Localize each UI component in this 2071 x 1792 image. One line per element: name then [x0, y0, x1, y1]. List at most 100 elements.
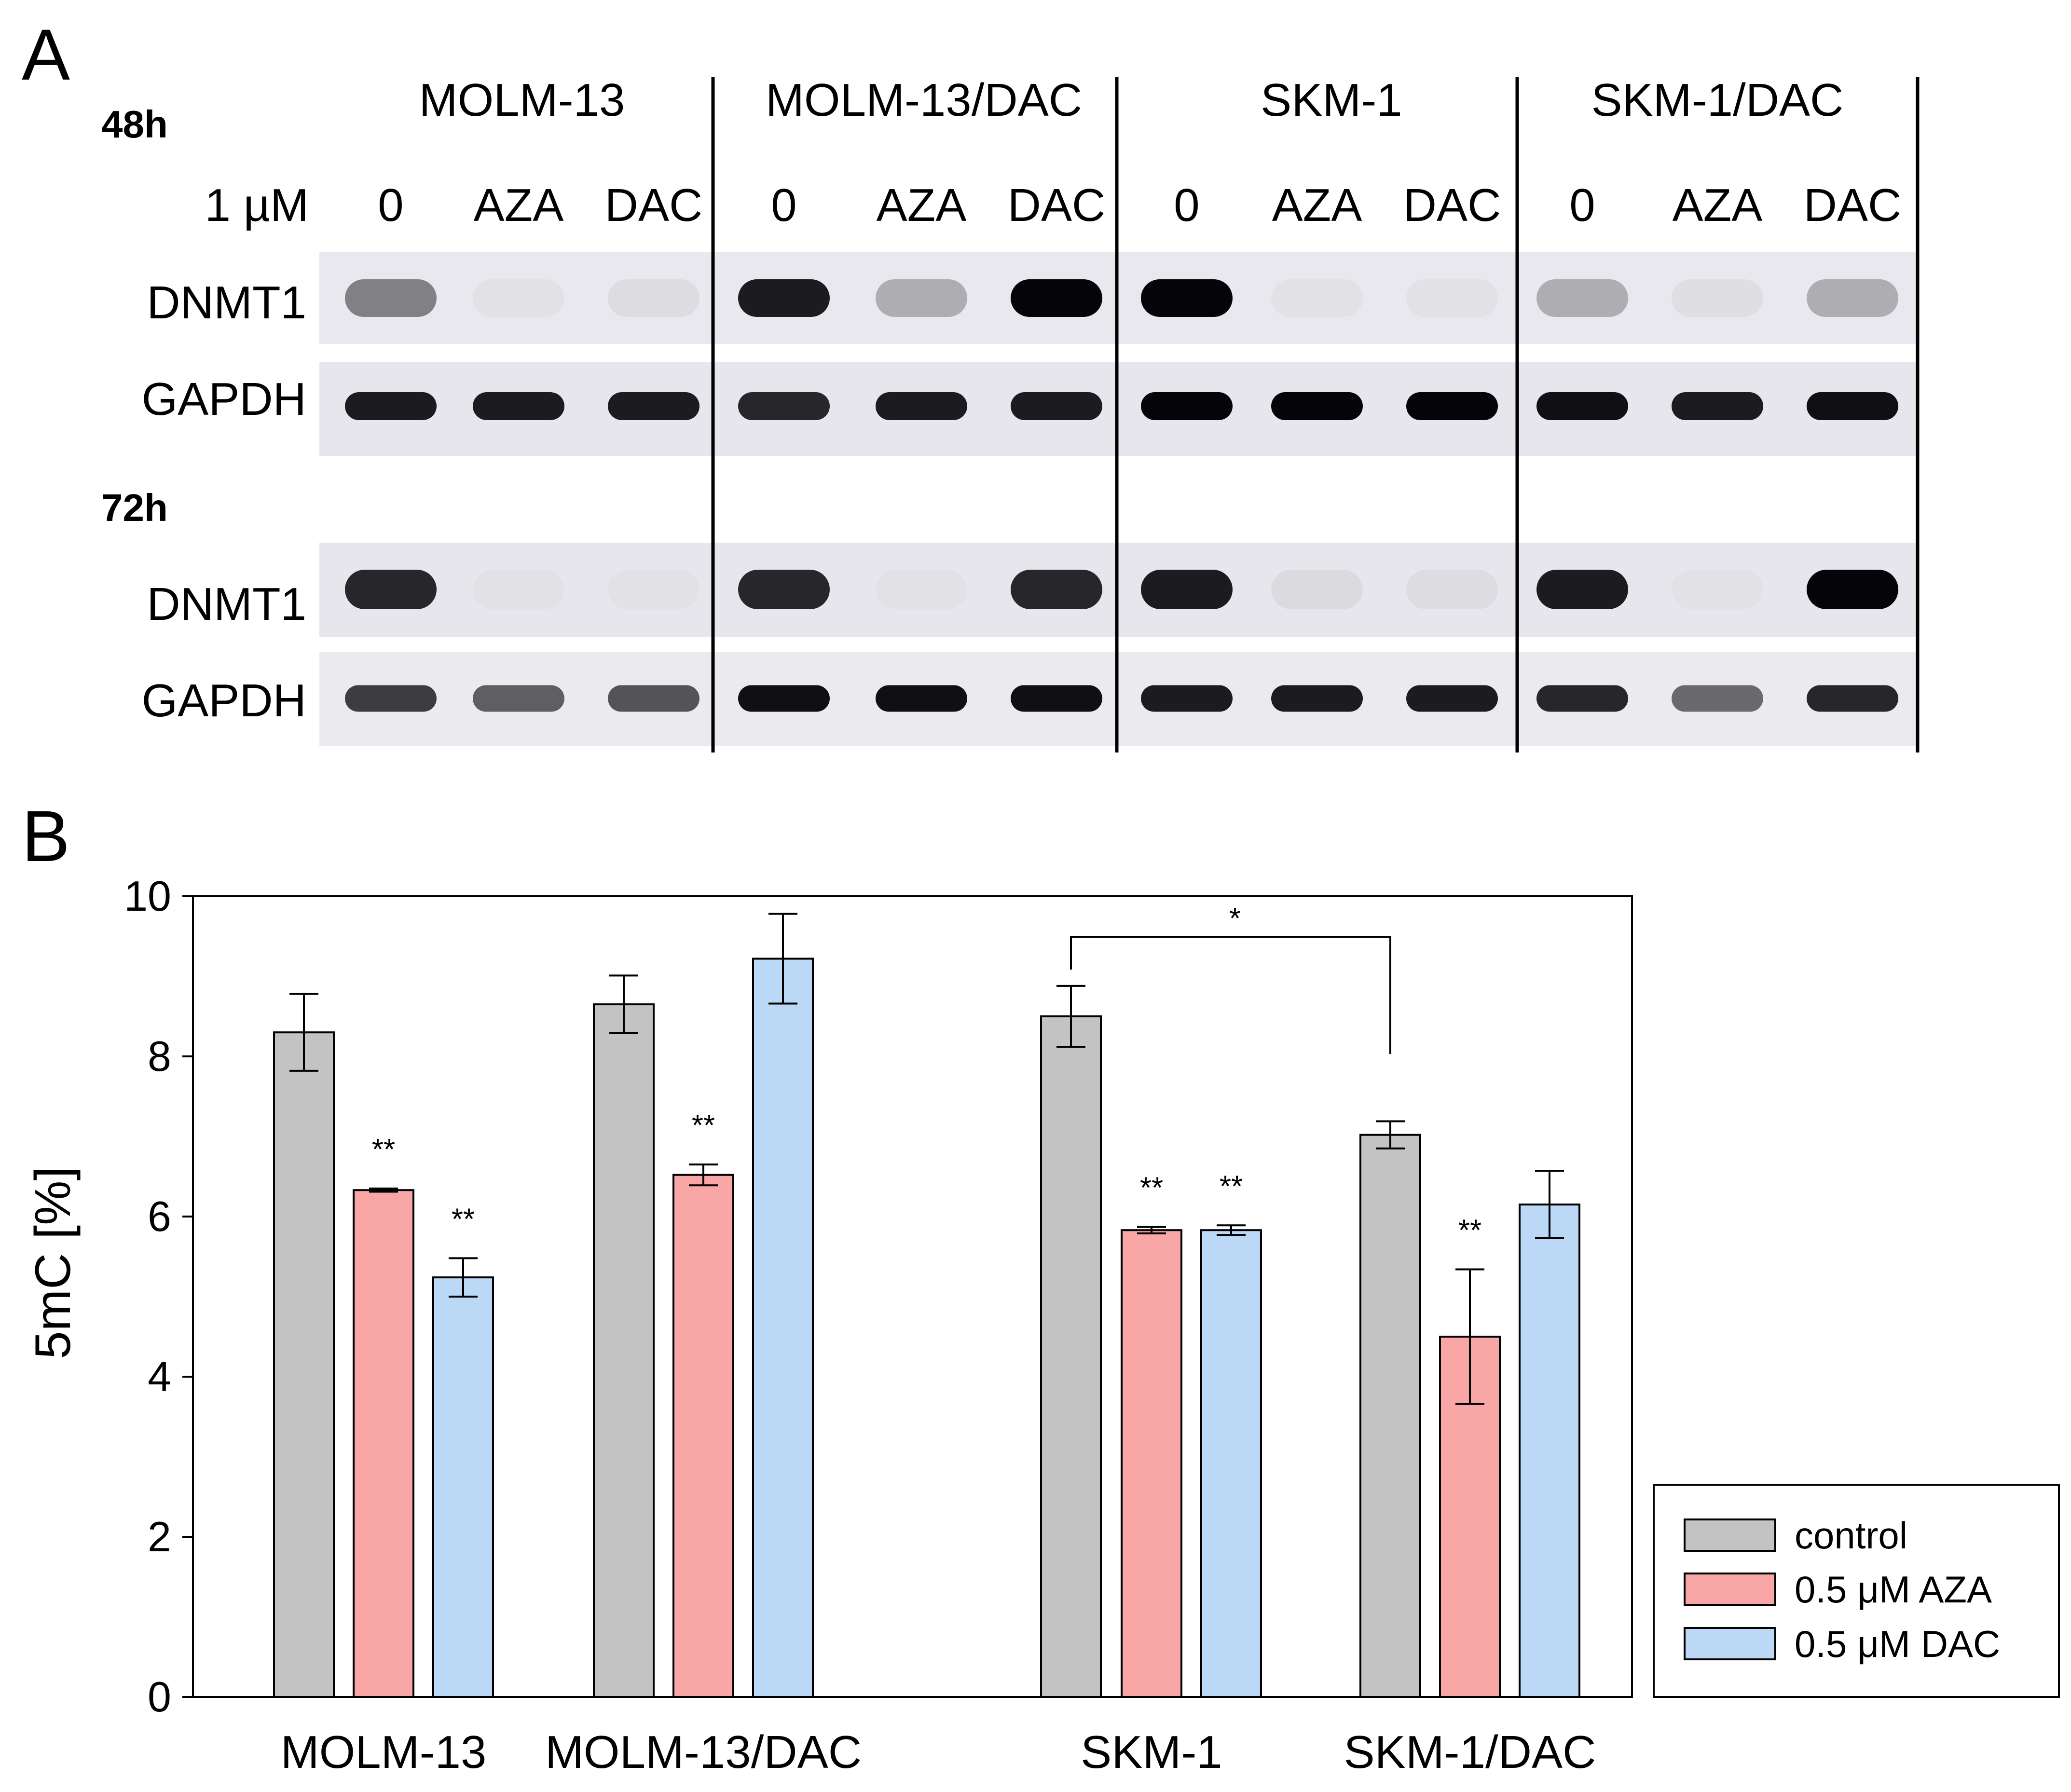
band-h48-dnmt1-lane-7 [1271, 279, 1363, 317]
significance-marker-1-1: ** [692, 1109, 715, 1142]
x-category-label-2: SKM-1 [1081, 1726, 1222, 1778]
plot-frame [192, 895, 1633, 1698]
cell-line-label-3: SKM-1/DAC [1591, 74, 1844, 126]
band-h72-gapdh-lane-9 [1536, 685, 1628, 712]
bar-1-0 [593, 1003, 655, 1698]
band-h48-gapdh-lane-5 [1011, 392, 1102, 420]
treatment-label-6: 0 [1174, 179, 1199, 231]
treatment-label-4: AZA [877, 179, 967, 231]
treatment-label-11: DAC [1804, 179, 1902, 231]
treatment-label-7: AZA [1272, 179, 1362, 231]
band-h48-gapdh-lane-9 [1536, 392, 1628, 420]
x-category-label-1: MOLM-13/DAC [545, 1726, 862, 1778]
band-h72-gapdh-lane-5 [1011, 685, 1102, 712]
treatment-label-0: 0 [378, 179, 403, 231]
x-axis-category-labels: MOLM-13 MOLM-13/DAC SKM-1 SKM-1/DAC [281, 1726, 1596, 1778]
time-label-72h: 72h [101, 486, 168, 529]
bar-3-0 [1359, 1134, 1421, 1698]
significance-marker-3-1: ** [1458, 1214, 1481, 1247]
band-h72-dnmt1-lane-8 [1406, 570, 1498, 609]
band-h48-gapdh-lane-11 [1807, 392, 1898, 420]
band-h48-dnmt1-lane-8 [1406, 279, 1498, 317]
band-h72-gapdh-lane-4 [876, 685, 967, 712]
band-h72-gapdh-lane-10 [1672, 685, 1763, 712]
bar-0-1 [353, 1189, 414, 1698]
treatment-labels: 0 AZA DAC 0 AZA DAC 0 AZA DAC 0 AZA DAC [378, 179, 1901, 231]
bar-1-2 [752, 958, 814, 1698]
band-h72-dnmt1-lane-10 [1672, 570, 1763, 609]
protein-label-dnmt1-48h: DNMT1 [147, 277, 306, 328]
band-h72-gapdh-lane-3 [738, 685, 830, 712]
cell-line-label-1: MOLM-13/DAC [766, 74, 1082, 126]
band-h48-dnmt1-lane-0 [345, 279, 437, 317]
band-h48-dnmt1-lane-5 [1011, 279, 1102, 317]
band-h48-gapdh-lane-7 [1271, 392, 1363, 420]
band-h72-gapdh-lane-7 [1271, 685, 1363, 712]
y-tick-label-10: 10 [124, 872, 171, 920]
band-h48-dnmt1-lane-2 [608, 279, 699, 317]
band-h72-dnmt1-lane-9 [1536, 570, 1628, 609]
y-tick-label-4: 4 [148, 1353, 171, 1400]
band-h72-gapdh-lane-0 [345, 685, 437, 712]
bracket-line [1070, 936, 1391, 1054]
band-h72-dnmt1-lane-5 [1011, 570, 1102, 609]
treatment-label-9: 0 [1569, 179, 1595, 231]
bar-2-1 [1121, 1229, 1182, 1698]
y-axis-title: 5mC [%] [25, 1167, 81, 1359]
treatment-label-8: DAC [1403, 179, 1501, 231]
treatment-label-10: AZA [1673, 179, 1763, 231]
band-h48-gapdh-lane-8 [1406, 392, 1498, 420]
significance-marker-2-2: ** [1220, 1170, 1243, 1203]
protein-label-gapdh-72h: GAPDH [142, 675, 306, 726]
band-h48-dnmt1-lane-6 [1141, 279, 1233, 317]
dose-label: 1 µM [205, 179, 309, 231]
band-h48-dnmt1-lane-1 [473, 279, 564, 317]
significance-marker-2-1: ** [1140, 1172, 1163, 1205]
legend-swatch-control [1684, 1518, 1776, 1552]
band-h72-dnmt1-lane-1 [473, 570, 564, 609]
bar-0-2 [432, 1276, 494, 1698]
y-tick-label-6: 6 [148, 1192, 171, 1240]
treatment-label-5: DAC [1008, 179, 1106, 231]
legend-label-dac: 0.5 μM DAC [1795, 1623, 2000, 1665]
bracket-label: * [1229, 902, 1241, 935]
x-category-label-3: SKM-1/DAC [1344, 1726, 1596, 1778]
band-h48-gapdh-lane-1 [473, 392, 564, 420]
band-h72-gapdh-lane-8 [1406, 685, 1498, 712]
band-h48-gapdh-lane-0 [345, 392, 437, 420]
panel-a-letter: A [22, 14, 70, 95]
treatment-label-3: 0 [771, 179, 796, 231]
y-tick-label-0: 0 [148, 1673, 171, 1721]
legend-label-control: control [1795, 1514, 1907, 1557]
band-h72-dnmt1-lane-4 [876, 570, 967, 609]
panel-b-letter: B [22, 795, 70, 876]
band-h48-dnmt1-lane-3 [738, 279, 830, 317]
bar-0-0 [273, 1031, 335, 1698]
significance-marker-0-1: ** [372, 1133, 395, 1166]
band-h72-dnmt1-lane-7 [1271, 570, 1363, 609]
band-h72-gapdh-lane-6 [1141, 685, 1233, 712]
y-tick-label-2: 2 [148, 1513, 171, 1560]
y-tick-label-8: 8 [148, 1032, 171, 1080]
legend-swatch-dac [1684, 1627, 1776, 1660]
band-h48-gapdh-lane-2 [608, 392, 699, 420]
legend: control 0.5 μM AZA 0.5 μM DAC [1653, 1484, 2060, 1698]
band-h72-dnmt1-lane-0 [345, 570, 437, 609]
significance-marker-0-2: ** [452, 1203, 475, 1236]
bar-3-2 [1519, 1204, 1580, 1698]
band-h72-dnmt1-lane-11 [1807, 570, 1898, 609]
y-axis-ticks: 0 2 4 6 8 10 [124, 872, 193, 1721]
band-h48-gapdh-lane-4 [876, 392, 967, 420]
bar-2-0 [1040, 1015, 1102, 1698]
band-h72-dnmt1-lane-6 [1141, 570, 1233, 609]
panel-a-western-blot: A 48h 72h MOLM-13 MOLM-13/DAC SKM-1 SKM-… [22, 14, 1920, 752]
band-h48-dnmt1-lane-11 [1807, 279, 1898, 317]
band-h48-dnmt1-lane-9 [1536, 279, 1628, 317]
time-label-48h: 48h [101, 103, 168, 146]
band-h48-gapdh-lane-6 [1141, 392, 1233, 420]
band-h72-gapdh-lane-1 [473, 685, 564, 712]
band-h72-dnmt1-lane-2 [608, 570, 699, 609]
bar-1-1 [672, 1174, 734, 1698]
